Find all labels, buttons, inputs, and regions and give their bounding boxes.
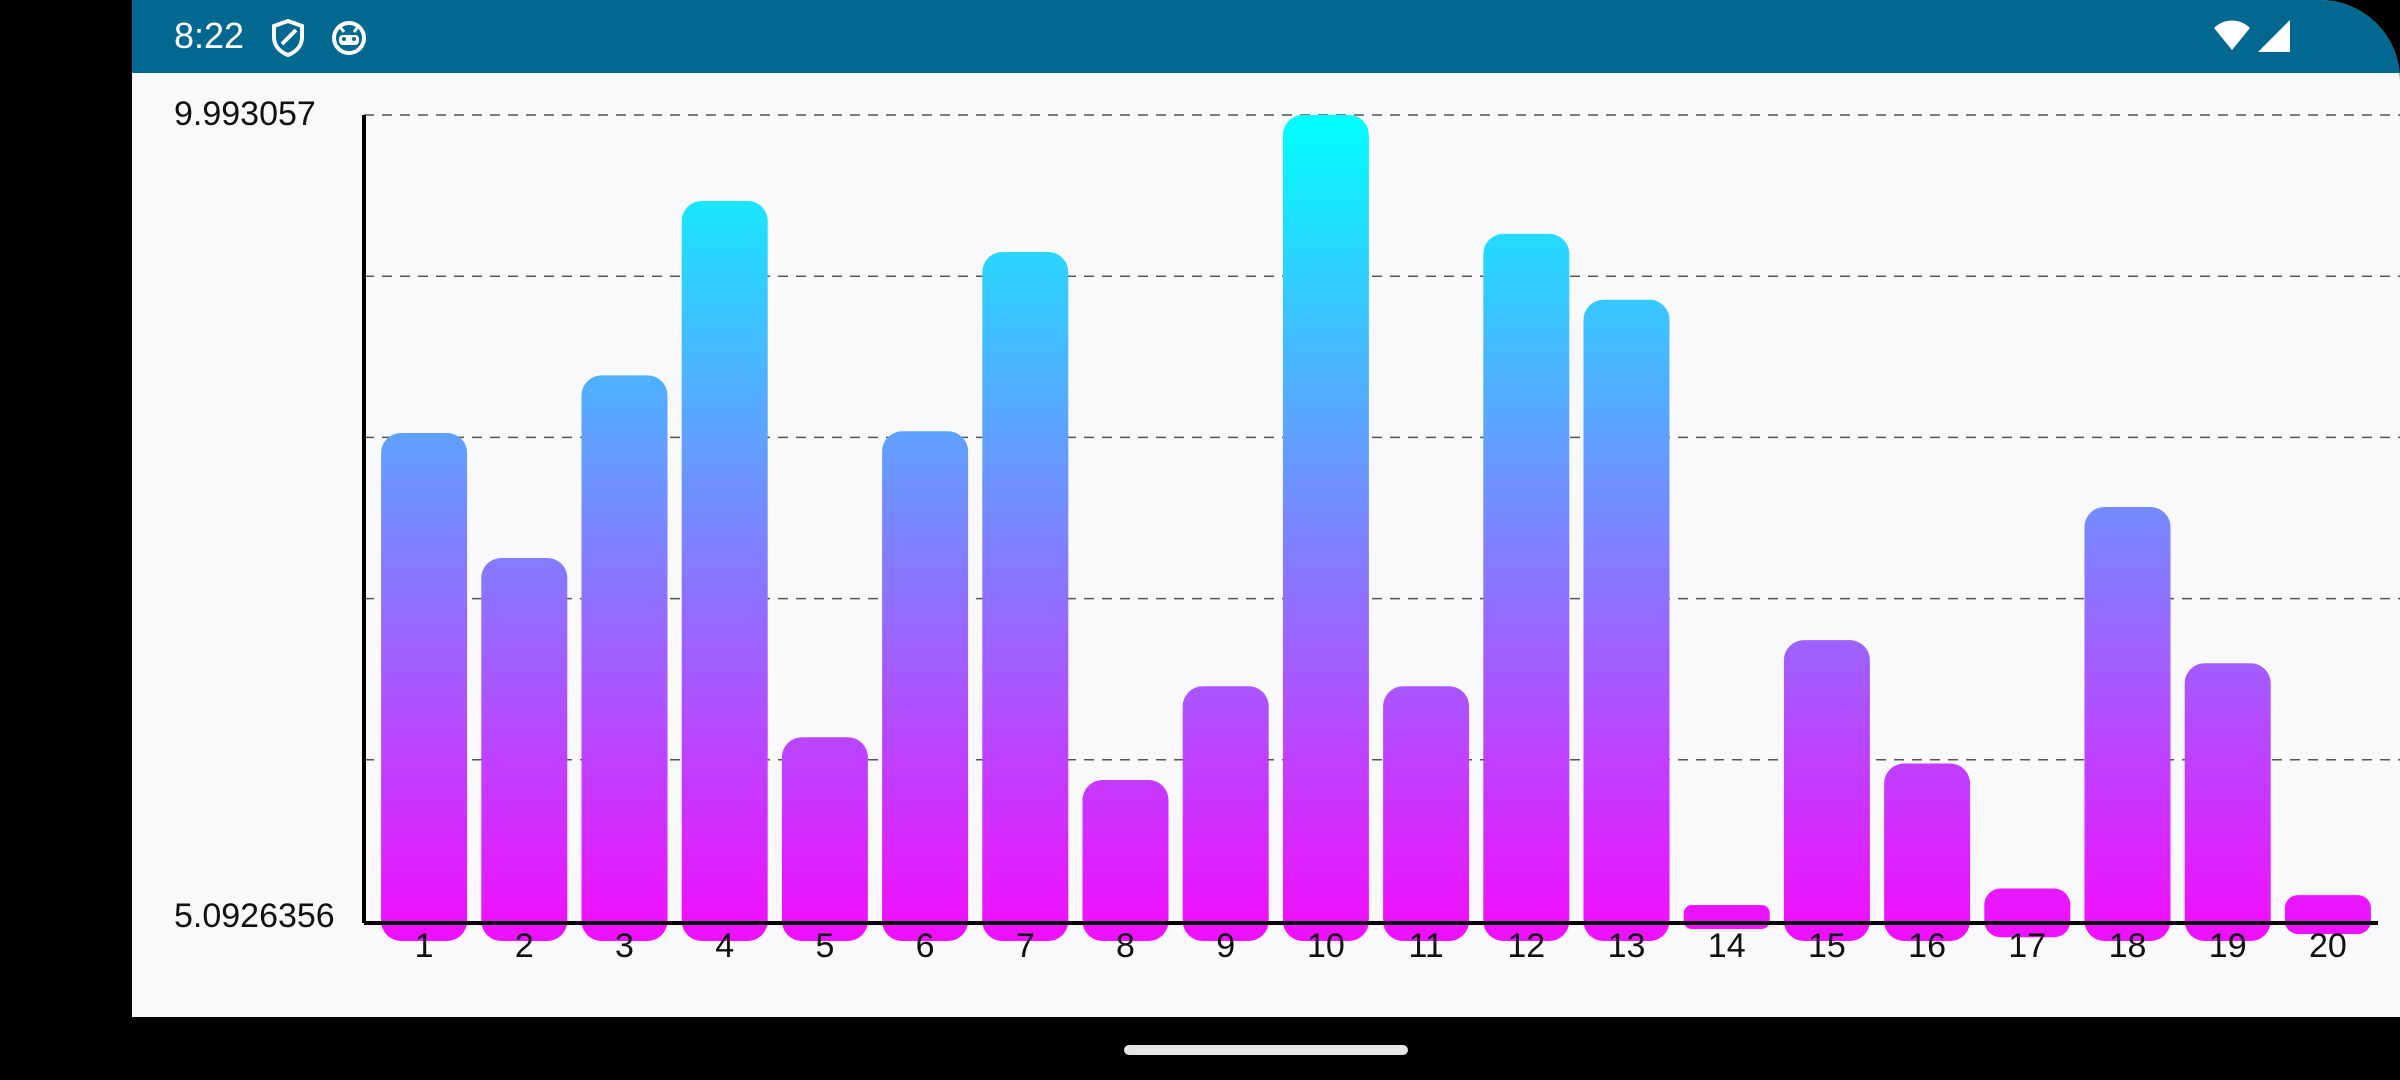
shield-icon [270, 18, 306, 63]
x-tick-label: 19 [2209, 927, 2247, 965]
bar-8 [1082, 779, 1169, 941]
bar-7 [982, 252, 1069, 942]
x-tick-label: 10 [1307, 927, 1345, 965]
bar-1 [381, 432, 468, 941]
x-tick-label: 2 [515, 927, 534, 965]
navigation-handle[interactable] [1124, 1045, 1408, 1055]
bar-18 [2084, 506, 2171, 941]
bar-14 [1683, 904, 1770, 930]
x-tick-label: 11 [1408, 927, 1443, 965]
status-time: 8:22 [174, 15, 245, 56]
bar-16 [1884, 763, 1971, 941]
tick-labels: 1 2 3 4 5 6 7 8 9 10 11 12 13 14 15 16 17 18 19 209.9930575… [174, 95, 2347, 965]
y-min-label: 5.0926356 [174, 897, 335, 935]
x-tick-label: 17 [2008, 927, 2046, 965]
grid-lines [364, 114, 2400, 761]
bar-2 [481, 557, 568, 941]
x-tick-label: 8 [1116, 927, 1135, 965]
chart-canvas: 1 2 3 4 5 6 7 8 9 10 11 12 13 14 15 16 17 18 19 209.9930575… [174, 95, 2400, 965]
x-tick-label: 18 [2109, 927, 2147, 965]
x-tick-label: 7 [1016, 927, 1035, 965]
bar-11 [1383, 686, 1470, 941]
x-tick-label: 13 [1608, 927, 1646, 965]
bar-19 [2184, 663, 2271, 941]
x-tick-label: 1 [415, 927, 434, 965]
bar-10 [1282, 115, 1369, 941]
x-tick-label: 16 [1908, 927, 1946, 965]
bar-9 [1182, 686, 1269, 941]
bar-17 [1984, 888, 2071, 938]
bars [381, 115, 2371, 942]
x-tick-label: 12 [1507, 927, 1545, 965]
bar-3 [581, 375, 668, 941]
bar-chart: 1 2 3 4 5 6 7 8 9 10 11 12 13 14 15 16 17 18 19 20 9.993057 5… [132, 73, 2400, 1017]
cell-signal-icon [2256, 18, 2292, 59]
x-tick-label: 4 [715, 927, 734, 965]
status-bar: 8:22 [132, 0, 2400, 73]
bar-12 [1483, 233, 1570, 941]
bar-5 [781, 737, 868, 941]
bar-15 [1783, 640, 1870, 941]
app-screen: 8:22 [132, 0, 2400, 1017]
x-tick-label: 15 [1808, 927, 1846, 965]
x-tick-label: 20 [2309, 927, 2347, 965]
axes [362, 115, 2378, 925]
x-tick-label: 3 [615, 927, 634, 965]
wifi-icon [2212, 18, 2252, 59]
bar-6 [882, 431, 969, 941]
x-tick-label: 9 [1216, 927, 1235, 965]
x-tick-label: 5 [815, 927, 834, 965]
bar-13 [1583, 299, 1670, 941]
android-icon [330, 18, 368, 63]
x-tick-label: 14 [1708, 927, 1746, 965]
y-max-label: 9.993057 [174, 95, 316, 133]
x-tick-label: 6 [916, 927, 935, 965]
bar-4 [681, 201, 768, 941]
